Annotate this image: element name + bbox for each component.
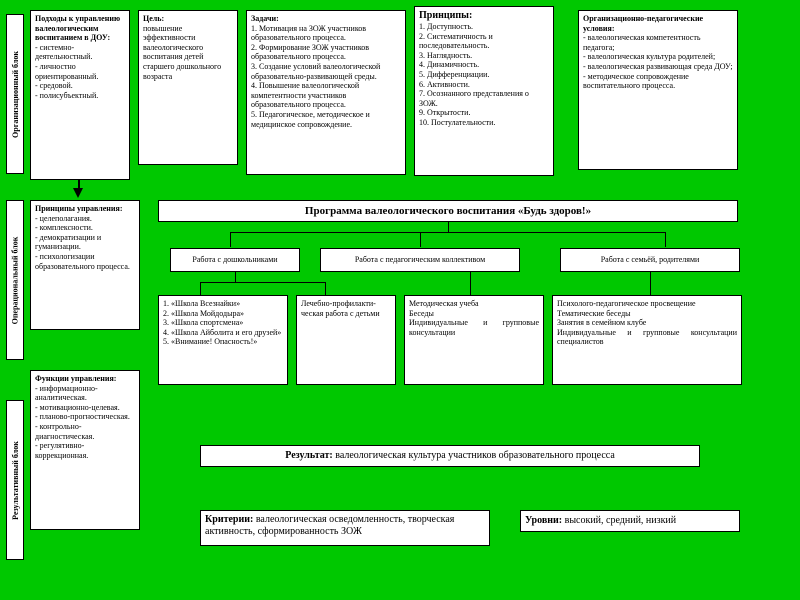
conn-line [448, 222, 449, 232]
conn-line [665, 232, 666, 247]
principles-mgmt-title: Принципы управления: [35, 204, 123, 213]
conn-line [230, 232, 231, 247]
tasks-text: 1. Мотивация на ЗОЖ участников образоват… [251, 24, 380, 129]
conditions-title: Организационно-педагогические условия: [583, 14, 703, 33]
principles-mgmt-text: - целеполагания. - комплексности. - демо… [35, 214, 130, 271]
functions-box: Функции управления: - информационно-анал… [30, 370, 140, 530]
criteria-box: Критерии: валеологическая осведомленност… [200, 510, 490, 546]
principles-mgmt-box: Принципы управления: - целеполагания. - … [30, 200, 140, 330]
result-box: Результат: валеологическая культура учас… [200, 445, 700, 467]
conn-line [230, 232, 666, 233]
levels-box: Уровни: высокий, средний, низкий [520, 510, 740, 532]
functions-title: Функции управления: [35, 374, 116, 383]
goal-title: Цель: [143, 14, 164, 23]
detail-4: Психолого-педагогическое просвещение Тем… [552, 295, 742, 385]
branch-1: Работа с дошкольниками [170, 248, 300, 272]
functions-text: - информационно-аналитическая. - мотивац… [35, 384, 130, 460]
tasks-title: Задачи: [251, 14, 279, 23]
sidebar-result-label: Результативный блок [6, 400, 24, 560]
conn-line [200, 282, 325, 283]
levels-text: высокий, средний, низкий [562, 515, 676, 526]
conn-line [470, 272, 471, 295]
principles-top-title: Принципы: [419, 10, 472, 21]
tasks-box: Задачи: 1. Мотивация на ЗОЖ участников о… [246, 10, 406, 175]
approaches-title: Подходы к управлению валеологическим вос… [35, 14, 120, 42]
approaches-box: Подходы к управлению валеологическим вос… [30, 10, 130, 180]
sidebar-org-label: Организационный блок [6, 14, 24, 174]
result-text: валеологическая культура участников обра… [333, 450, 615, 461]
conn-line [325, 282, 326, 295]
arrow-down-icon [73, 188, 83, 198]
levels-label: Уровни: [525, 515, 562, 526]
detail-1: 1. «Школа Всезнайки» 2. «Школа Мойдодыра… [158, 295, 288, 385]
criteria-label: Критерии: [205, 514, 253, 525]
arrow-stem [78, 180, 80, 188]
conn-line [420, 232, 421, 247]
approaches-items: - системно-деятельностный. - личностно о… [35, 43, 98, 100]
conditions-text: - валеологическая компетентность педагог… [583, 33, 733, 90]
principles-top-box: Принципы: 1. Доступность. 2. Систематичн… [414, 6, 554, 176]
branch-3: Работа с семьёй, родителями [560, 248, 740, 272]
result-label: Результат: [285, 450, 333, 461]
branch-2: Работа с педагогическим коллективом [320, 248, 520, 272]
detail-3: Методическая учеба Беседы Индивидуальные… [404, 295, 544, 385]
conditions-box: Организационно-педагогические условия: -… [578, 10, 738, 170]
program-title: Программа валеологического воспитания «Б… [158, 200, 738, 222]
sidebar-oper-label: Операциональный блок [6, 200, 24, 360]
principles-top-text: 1. Доступность. 2. Систематичность и пос… [419, 22, 529, 127]
conn-line [200, 282, 201, 295]
conn-line [235, 272, 236, 282]
goal-box: Цель: повышение эффективности валеологич… [138, 10, 238, 165]
goal-text: повышение эффективности валеологического… [143, 24, 221, 81]
conn-line [650, 272, 651, 295]
detail-2: Лечебно-профилакти-ческая работа с детьм… [296, 295, 396, 385]
